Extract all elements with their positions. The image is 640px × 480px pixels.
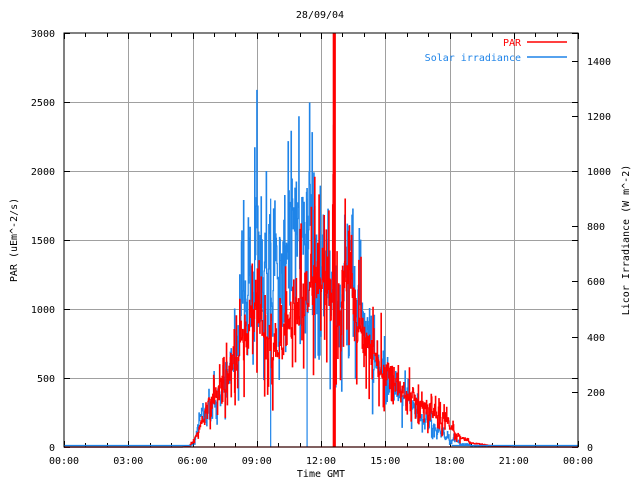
x-tick-label: 21:00 — [499, 456, 529, 467]
x-tick-label: 00:00 — [49, 456, 79, 467]
y2-tick-label: 1200 — [587, 112, 611, 123]
x-axis-title: Time GMT — [297, 469, 345, 480]
chart-legend: PAR Solar irradiance — [425, 38, 567, 64]
y-tick-label: 1000 — [31, 305, 55, 316]
plot-border — [63, 32, 579, 448]
y2-tick-label: 600 — [587, 277, 605, 288]
chart-title: 28/09/04 — [296, 10, 344, 21]
y-tick-label: 500 — [37, 374, 55, 385]
plot-frame — [63, 32, 579, 448]
x-tick-label: 15:00 — [370, 456, 400, 467]
x-tick-label: 03:00 — [113, 456, 143, 467]
x-axis-tick-labels: 00:00 03:00 06:00 09:00 12:00 15:00 18:00 21:00… — [49, 456, 593, 467]
x-tick-label: 18:00 — [434, 456, 464, 467]
legend-label-solar-irradiance: Solar irradiance — [425, 53, 521, 64]
y-tick-label: 2000 — [31, 167, 55, 178]
x-tick-label: 12:00 — [306, 456, 336, 467]
y2-tick-label: 1400 — [587, 57, 611, 68]
x-tick-label: 09:00 — [242, 456, 272, 467]
y2-axis-tick-labels: 0 200 400 600 800 1000 1200 1400 — [587, 57, 611, 454]
x-tick-label: 00:00 — [563, 456, 593, 467]
y-tick-label: 1500 — [31, 236, 55, 247]
y-tick-label: 0 — [49, 443, 55, 454]
y-tick-label: 3000 — [31, 29, 55, 40]
y2-tick-label: 200 — [587, 388, 605, 399]
x-tick-label: 06:00 — [177, 456, 207, 467]
y2-axis-title: Licor Irradiance (W m^-2) — [621, 165, 632, 316]
legend-label-par: PAR — [503, 38, 522, 49]
y-tick-label: 2500 — [31, 98, 55, 109]
y2-tick-label: 1000 — [587, 167, 611, 178]
series-line-par — [64, 58, 578, 448]
y-axis-title: PAR (uEm^-2/s) — [9, 198, 20, 282]
y2-tick-label: 400 — [587, 333, 605, 344]
y-axis-tick-labels: 0 500 1000 1500 2000 2500 3000 — [31, 29, 55, 454]
y2-tick-label: 800 — [587, 222, 605, 233]
y2-tick-label: 0 — [587, 443, 593, 454]
